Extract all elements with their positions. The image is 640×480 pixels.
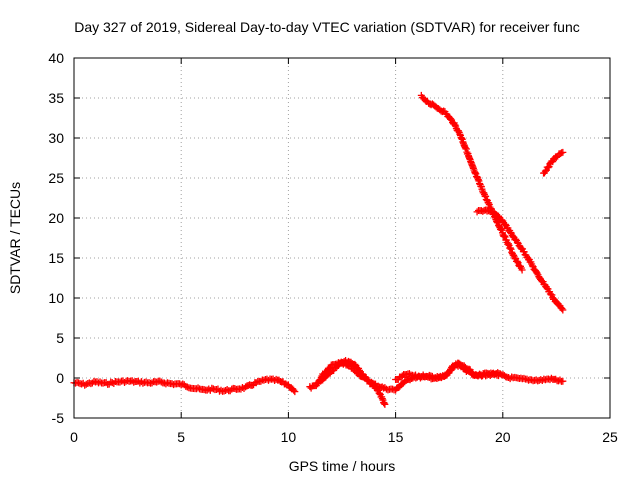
x-tick-label: 10	[281, 429, 297, 445]
data-point	[405, 370, 413, 378]
data-point	[544, 164, 552, 172]
data-point	[500, 232, 508, 240]
data-point	[208, 384, 216, 392]
data-point	[506, 244, 514, 252]
series-arc-6	[473, 206, 567, 314]
data-point	[506, 375, 514, 383]
data-point	[495, 372, 503, 380]
data-point	[447, 115, 455, 123]
y-tick-label: 20	[48, 210, 64, 226]
data-point	[528, 262, 536, 270]
data-point	[497, 225, 505, 233]
x-tick-label: 20	[495, 429, 511, 445]
data-point	[252, 379, 260, 387]
data-point	[290, 386, 298, 394]
grid	[74, 58, 610, 418]
x-axis-label: GPS time / hours	[289, 458, 396, 474]
x-tick-label: 25	[602, 429, 618, 445]
data-point	[538, 377, 546, 385]
y-tick-label: 15	[48, 250, 64, 266]
data-point	[381, 400, 389, 408]
data-marks	[70, 91, 567, 408]
data-point	[428, 372, 436, 380]
series-arc-1	[70, 375, 299, 396]
data-point	[546, 290, 554, 298]
data-point	[518, 266, 526, 274]
data-point	[451, 121, 459, 129]
series-arc-5	[417, 91, 526, 274]
data-point	[513, 257, 521, 265]
y-tick-label: 10	[48, 290, 64, 306]
data-point	[491, 370, 499, 378]
data-point	[264, 376, 272, 384]
data-point	[559, 148, 567, 156]
data-point	[559, 377, 567, 385]
y-axis-label: SDTVAR / TECUs	[7, 182, 23, 294]
data-point	[157, 378, 165, 386]
data-point	[291, 388, 299, 396]
data-point	[558, 305, 566, 313]
y-tick-label: 5	[56, 330, 64, 346]
y-tick-label: 30	[48, 130, 64, 146]
y-tick-label: -5	[52, 410, 65, 426]
axis-ticks: 0 5 10 15 20 25 -5 0 5 10 15 20 25 30 35 40	[48, 50, 618, 445]
data-point	[501, 220, 509, 228]
data-point	[389, 385, 397, 393]
x-tick-label: 15	[388, 429, 404, 445]
data-point	[88, 379, 96, 387]
x-tick-label: 0	[70, 429, 78, 445]
data-point	[541, 167, 549, 175]
data-point	[96, 378, 104, 386]
data-point	[549, 294, 557, 302]
data-point	[545, 163, 553, 171]
data-point	[493, 217, 501, 225]
data-point	[257, 377, 265, 385]
y-tick-label: 40	[48, 50, 64, 66]
data-point	[559, 306, 567, 314]
y-tick-label: 25	[48, 170, 64, 186]
y-tick-label: 35	[48, 90, 64, 106]
y-tick-label: 0	[56, 370, 64, 386]
data-point	[520, 374, 528, 382]
data-point	[194, 384, 202, 392]
data-point	[533, 269, 541, 277]
data-point	[128, 377, 136, 385]
data-point	[454, 127, 462, 135]
chart-title: Day 327 of 2019, Sidereal Day-to-day VTE…	[74, 19, 580, 35]
data-point	[108, 379, 116, 387]
data-point	[504, 240, 512, 248]
data-point	[183, 383, 191, 391]
series-arc-7	[540, 148, 567, 177]
series-arc-4	[392, 359, 503, 384]
data-point	[148, 379, 156, 387]
data-point	[182, 382, 190, 390]
data-point	[130, 378, 138, 386]
plot-frame	[73, 57, 611, 419]
data-point	[495, 212, 503, 220]
x-tick-label: 5	[177, 429, 185, 445]
data-point	[476, 371, 484, 379]
